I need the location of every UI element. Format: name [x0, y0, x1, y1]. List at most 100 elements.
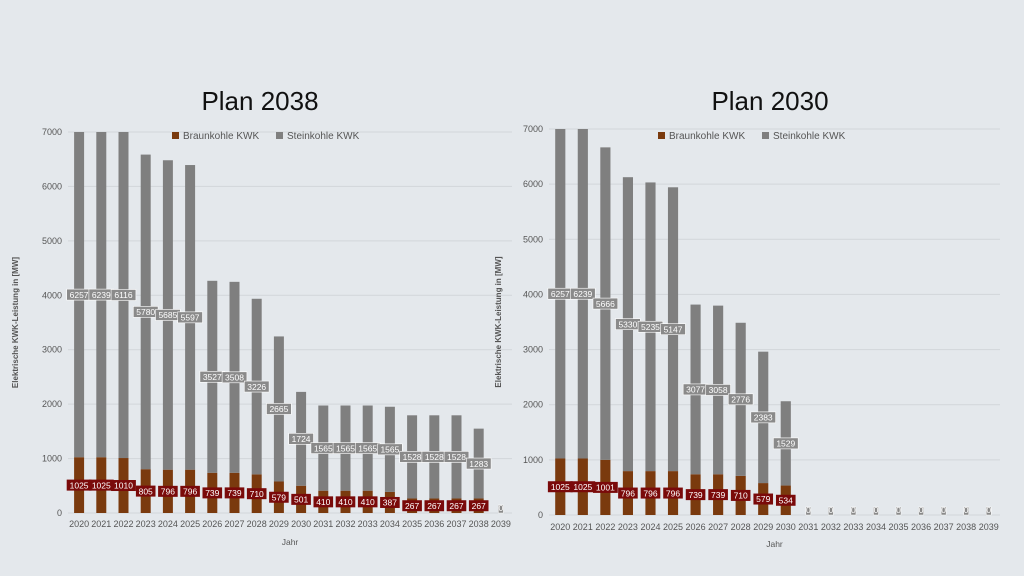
- data-label-bg-braunkohle: [775, 494, 796, 506]
- chart-title: Plan 2030: [711, 86, 829, 116]
- x-tick-label: 2024: [158, 519, 178, 529]
- data-label-steinkohle: 1565: [358, 443, 377, 453]
- data-label-braunkohle: 1025: [70, 480, 89, 490]
- data-label-bg-braunkohle: [753, 493, 774, 505]
- y-tick-label: 1000: [523, 455, 543, 465]
- data-label-bg-braunkohle: [663, 487, 683, 499]
- data-label-bg-zero: [918, 506, 924, 516]
- x-tick-label: 2038: [469, 519, 489, 529]
- y-tick-label: 2000: [42, 399, 62, 409]
- x-tick-label: 2035: [402, 519, 422, 529]
- y-axis-label: Elektrische KWK-Leistung in [MW]: [11, 257, 20, 388]
- data-label-bg-braunkohle: [66, 479, 92, 491]
- y-tick-label: 5000: [42, 236, 62, 246]
- data-label-bg-zero: [498, 504, 504, 514]
- x-tick-label: 2023: [136, 519, 156, 529]
- data-label-bg-braunkohle: [424, 500, 445, 512]
- data-label-steinkohle: 6116: [114, 290, 133, 300]
- x-tick-label: 2025: [663, 522, 683, 532]
- x-tick-label: 2021: [91, 519, 111, 529]
- x-tick-label: 2039: [491, 519, 511, 529]
- data-label-bg-braunkohle: [618, 487, 638, 499]
- data-label-braunkohle: 796: [161, 487, 175, 497]
- legend-swatch-braunkohle: [172, 132, 179, 139]
- data-label-braunkohle: 739: [688, 490, 702, 500]
- x-tick-label: 2033: [358, 519, 378, 529]
- data-label-bg-braunkohle: [291, 493, 311, 505]
- chart-panel-plan-2030: Plan 2030 0 1000 2000 3000 4000 5000 6000 7000 E…: [494, 0, 1024, 576]
- data-label-bg-steinkohle: [244, 380, 270, 393]
- data-label-steinkohle: 1565: [380, 445, 399, 455]
- y-tick-label: 5000: [523, 234, 543, 244]
- x-tick-label: 2034: [380, 519, 400, 529]
- legend-label-braunkohle: Braunkohle KWK: [669, 131, 745, 142]
- data-label-steinkohle: 6257: [70, 290, 89, 300]
- data-label-braunkohle: 534: [779, 495, 793, 505]
- data-label-steinkohle: 2665: [269, 404, 288, 414]
- x-tick-label: 2027: [708, 522, 728, 532]
- data-label-steinkohle: 6257: [551, 289, 570, 299]
- x-tick-label: 2023: [618, 522, 638, 532]
- data-label-steinkohle: 2383: [754, 413, 773, 423]
- data-label-bg-steinkohle: [570, 287, 596, 300]
- x-tick-label: 2030: [776, 522, 796, 532]
- data-label-steinkohle: 1528: [447, 452, 466, 462]
- data-label-bg-zero: [805, 506, 812, 516]
- x-tick-label: 2031: [798, 522, 818, 532]
- data-label-bg-steinkohle: [465, 457, 492, 470]
- data-label-braunkohle: 501: [294, 495, 308, 505]
- data-label-braunkohle: 267: [472, 501, 486, 511]
- data-label-steinkohle: 2776: [731, 395, 750, 405]
- data-label-braunkohle: 387: [383, 498, 397, 508]
- x-axis-label: Jahr: [766, 539, 783, 549]
- y-tick-label: 3000: [42, 345, 62, 355]
- data-label-braunkohle: 710: [734, 491, 748, 501]
- data-label-zero: 0: [851, 505, 856, 515]
- data-label-braunkohle: 1025: [551, 482, 570, 492]
- data-label-bg-braunkohle: [592, 481, 618, 493]
- x-tick-label: 2030: [291, 519, 311, 529]
- data-label-steinkohle: 1529: [776, 439, 795, 449]
- data-label-bg-steinkohle: [773, 437, 799, 450]
- data-label-braunkohle: 410: [316, 497, 330, 507]
- data-label-bg-braunkohle: [708, 489, 728, 501]
- data-label-steinkohle: 1724: [292, 434, 311, 444]
- data-label-braunkohle: 805: [139, 486, 153, 496]
- data-label-bg-braunkohle: [180, 485, 200, 497]
- data-label-braunkohle: 267: [427, 501, 441, 511]
- data-label-bg-braunkohle: [111, 480, 136, 492]
- data-label-bg-steinkohle: [288, 433, 314, 445]
- data-label-steinkohle: 6239: [92, 290, 111, 300]
- y-tick-label: 1000: [42, 454, 62, 464]
- data-label-bg-steinkohle: [443, 451, 470, 463]
- x-tick-label: 2036: [424, 519, 444, 529]
- x-tick-label: 2029: [753, 522, 773, 532]
- y-tick-label: 2000: [523, 400, 543, 410]
- data-label-bg-braunkohle: [730, 489, 751, 501]
- x-tick-label: 2028: [247, 519, 267, 529]
- x-tick-label: 2029: [269, 519, 289, 529]
- data-label-bg-braunkohle: [202, 487, 223, 499]
- data-label-zero: 0: [986, 505, 991, 515]
- data-label-braunkohle: 796: [643, 488, 657, 498]
- y-tick-label: 7000: [523, 124, 543, 134]
- x-tick-label: 2033: [843, 522, 863, 532]
- data-label-steinkohle: 5330: [618, 319, 637, 329]
- x-tick-label: 2022: [595, 522, 615, 532]
- y-tick-label: 3000: [523, 345, 543, 355]
- chart-panel-plan-2038: Plan 2038 0 1000 2000 3000 4000 5000 6000 7000 E…: [11, 86, 512, 547]
- x-tick-label: 2031: [313, 519, 333, 529]
- legend-swatch-steinkohle: [762, 132, 769, 139]
- x-tick-label: 2032: [821, 522, 841, 532]
- data-label-bg-braunkohle: [246, 488, 267, 500]
- y-tick-label: 7000: [42, 127, 62, 137]
- data-label-steinkohle: 1565: [314, 443, 333, 453]
- x-tick-label: 2020: [69, 519, 89, 529]
- data-label-braunkohle: 710: [250, 489, 264, 499]
- data-label-braunkohle: 267: [449, 501, 463, 511]
- data-label-bg-braunkohle: [685, 489, 706, 501]
- data-label-braunkohle: 1025: [92, 480, 111, 490]
- data-label-bg-braunkohle: [640, 487, 661, 499]
- x-tick-label: 2024: [640, 522, 660, 532]
- data-label-braunkohle: 796: [183, 487, 197, 497]
